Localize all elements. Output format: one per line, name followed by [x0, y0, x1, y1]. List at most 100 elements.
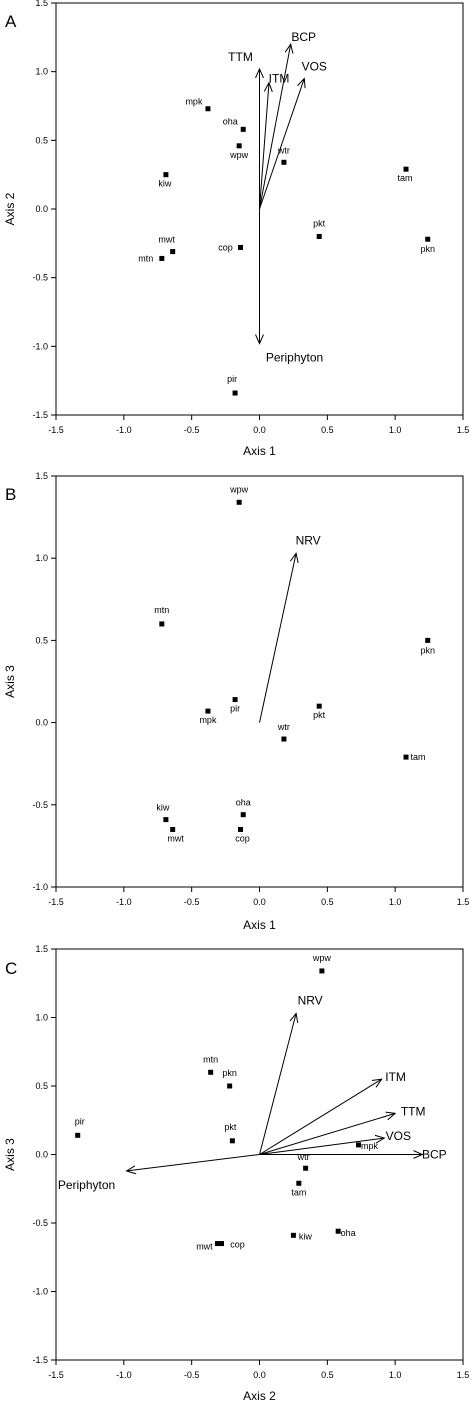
site-point-tam — [403, 166, 409, 172]
site-label-pkt: pkt — [313, 218, 326, 228]
site-label-mtn: mtn — [154, 605, 169, 615]
site-label-mtn: mtn — [203, 1054, 218, 1064]
y-tick-label: -0.5 — [32, 800, 48, 810]
x-tick-label: 0.5 — [321, 897, 334, 907]
site-point-mpk — [205, 106, 211, 112]
x-tick-label: -1.5 — [48, 897, 64, 907]
x-tick-label: -1.5 — [48, 1370, 64, 1380]
vector-arrow-ttm — [259, 1113, 396, 1155]
site-label-kiw: kiw — [158, 179, 171, 189]
site-label-wtr: wtr — [277, 145, 290, 155]
vector-arrow-bcp — [259, 44, 291, 210]
y-tick-label: -0.5 — [32, 1218, 48, 1228]
site-label-wtr: wtr — [297, 1152, 310, 1162]
site-label-mtn: mtn — [138, 253, 153, 263]
site-label-pkt: pkt — [224, 1122, 237, 1132]
site-point-pir — [232, 697, 238, 703]
x-tick-label: 1.5 — [457, 425, 470, 435]
site-point-tam — [296, 1180, 302, 1186]
x-tick-label: 0.0 — [253, 897, 266, 907]
y-axis-title: Axis 3 — [3, 665, 17, 698]
y-tick-label: 1.0 — [35, 67, 48, 77]
site-point-cop — [219, 1241, 225, 1247]
vector-arrow-itm — [259, 83, 269, 210]
x-tick-label: -1.5 — [48, 425, 64, 435]
site-point-wtr — [303, 1165, 309, 1171]
site-point-pir — [232, 390, 238, 396]
site-label-tam: tam — [411, 752, 426, 762]
vector-arrow-nrv — [259, 553, 297, 723]
y-tick-label: -0.5 — [32, 273, 48, 283]
x-tick-label: 1.0 — [389, 425, 402, 435]
y-tick-label: 0.5 — [35, 1081, 48, 1091]
y-tick-label: 0.0 — [35, 718, 48, 728]
x-tick-label: -1.0 — [116, 425, 132, 435]
site-point-mpk — [356, 1142, 362, 1148]
x-tick-label: 1.0 — [389, 1370, 402, 1380]
site-point-wpw — [236, 143, 242, 149]
site-label-tam: tam — [291, 1187, 306, 1197]
site-label-oha: oha — [236, 798, 251, 808]
plot-frame — [55, 475, 464, 888]
x-tick-label: 0.5 — [321, 425, 334, 435]
y-axis-title: Axis 2 — [3, 192, 17, 225]
site-point-wpw — [236, 499, 242, 505]
y-tick-label: -1.5 — [32, 410, 48, 420]
site-label-cop: cop — [218, 242, 233, 252]
site-label-pkn: pkn — [420, 244, 435, 254]
ordination-panel-a: -1.5 -1.0 -0.5 0.0 0.5 1.0 1.5 -1.5 -1.0 -0.5 0.0 0… — [3, 0, 469, 458]
panel-letter: B — [5, 485, 16, 504]
site-point-pkt — [316, 233, 322, 239]
site-label-mpk: mpk — [361, 1141, 379, 1151]
vector-arrow-vos — [259, 1138, 385, 1155]
x-tick-label: -1.0 — [116, 897, 132, 907]
vector-arrow-nrv — [259, 1013, 297, 1155]
site-point-cop — [238, 826, 244, 832]
site-point-pir — [75, 1132, 81, 1138]
site-label-mpk: mpk — [185, 97, 203, 107]
y-tick-label: 1.5 — [35, 471, 48, 481]
site-point-pkn — [425, 236, 431, 242]
vector-label-nrv: NRV — [296, 533, 321, 547]
x-tick-label: 0.0 — [253, 1370, 266, 1380]
y-tick-label: 0.5 — [35, 635, 48, 645]
site-point-mtn — [159, 621, 165, 627]
y-tick-label: 1.0 — [35, 553, 48, 563]
x-tick-label: 1.0 — [389, 897, 402, 907]
site-label-wtr: wtr — [277, 722, 290, 732]
y-tick-label: 1.0 — [35, 1013, 48, 1023]
vector-label-periphyton: Periphyton — [58, 1178, 115, 1192]
site-label-pir: pir — [230, 704, 240, 714]
site-label-mpk: mpk — [199, 715, 217, 725]
vector-label-bcp: BCP — [422, 1148, 447, 1162]
y-tick-label: 1.5 — [35, 0, 48, 8]
vector-label-nrv: NRV — [298, 993, 323, 1007]
site-label-mwt: mwt — [196, 1242, 213, 1252]
vector-arrow-periphyton — [127, 1154, 260, 1171]
site-point-mtn — [208, 1069, 214, 1075]
ordination-panel-c: -1.5 -1.0 -0.5 0.0 0.5 1.0 1.5 -1.5 -1.0 -0.5 0.0 0… — [3, 944, 469, 1402]
site-point-mwt — [214, 1241, 220, 1247]
x-tick-label: 1.5 — [457, 897, 470, 907]
site-label-mwt: mwt — [158, 235, 175, 245]
x-tick-label: 0.5 — [321, 1370, 334, 1380]
x-tick-label: -0.5 — [184, 1370, 200, 1380]
site-point-wpw — [319, 968, 325, 974]
site-point-cop — [238, 244, 244, 250]
site-point-oha — [240, 812, 246, 818]
site-label-tam: tam — [398, 173, 413, 183]
vector-label-ttm: TTM — [401, 1104, 426, 1118]
vector-label-bcp: BCP — [291, 30, 316, 44]
site-label-cop: cop — [230, 1240, 245, 1250]
y-tick-label: 1.5 — [35, 944, 48, 954]
y-axis-title: Axis 3 — [3, 1138, 17, 1171]
site-label-wpw: wpw — [312, 953, 332, 963]
panel-letter: C — [5, 959, 17, 978]
site-label-cop: cop — [235, 833, 250, 843]
site-label-kiw: kiw — [299, 1231, 312, 1241]
site-point-pkn — [227, 1083, 233, 1089]
site-point-oha — [240, 126, 246, 132]
site-label-oha: oha — [223, 116, 238, 126]
vector-label-itm: ITM — [269, 72, 290, 86]
site-label-wpw: wpw — [229, 150, 249, 160]
